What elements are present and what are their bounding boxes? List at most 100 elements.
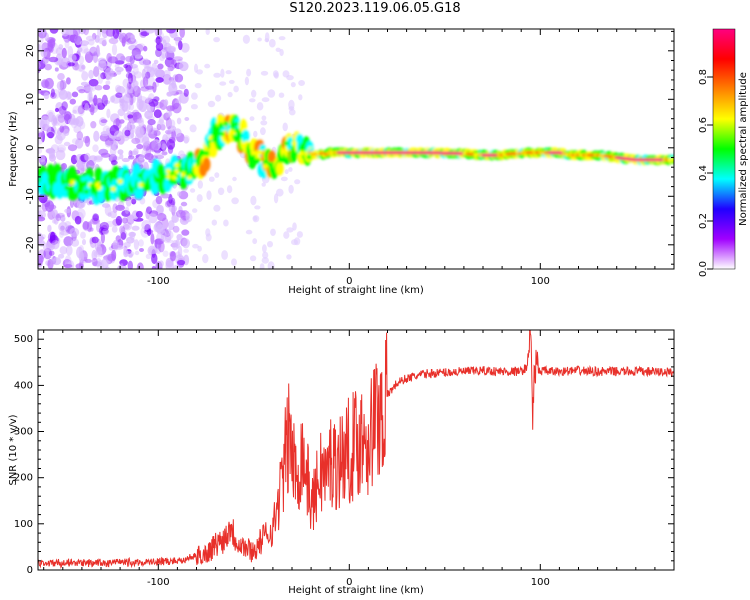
noise-blob: [118, 119, 125, 124]
ridge-halo: [241, 129, 250, 144]
noise-blob: [93, 66, 100, 78]
noise-blob: [88, 69, 94, 79]
noise-blob: [272, 70, 279, 78]
colorbar-gradient: [712, 28, 736, 270]
noise-blob: [84, 103, 90, 111]
ridge-core: [136, 178, 142, 184]
noise-blob: [174, 73, 184, 83]
noise-blob: [107, 253, 116, 262]
noise-blob: [64, 208, 71, 214]
noise-blob: [191, 92, 198, 100]
ridge-halo: [239, 118, 248, 133]
noise-blob: [145, 29, 156, 34]
noise-blob: [270, 228, 276, 236]
noise-blob: [214, 172, 220, 178]
noise-blob: [132, 66, 139, 75]
noise-blob: [42, 242, 51, 252]
ridge-core: [283, 140, 289, 146]
noise-blob: [92, 51, 98, 63]
noise-blob: [80, 231, 86, 239]
noise-blob: [296, 231, 303, 238]
noise-blob: [100, 232, 105, 244]
noise-blob: [115, 215, 123, 226]
noise-blob: [257, 37, 262, 42]
noise-blob: [166, 47, 176, 54]
noise-blob: [181, 229, 190, 236]
noise-blob: [278, 92, 285, 98]
noise-blob: [159, 139, 167, 152]
noise-blob: [73, 125, 82, 134]
noise-blob: [182, 238, 190, 249]
noise-blob: [261, 97, 270, 103]
noise-blob: [151, 265, 156, 269]
noise-blob: [292, 222, 297, 231]
noise-blob: [102, 203, 111, 208]
noise-blob: [233, 85, 239, 93]
noise-blob: [155, 195, 163, 205]
noise-blob: [196, 194, 203, 203]
colorbar-tick-label: 0.6: [698, 117, 709, 133]
noise-blob: [168, 111, 173, 117]
colorbar-label: Normalized spectral amplitude: [738, 72, 749, 226]
noise-blob: [78, 89, 86, 94]
noise-blob: [163, 99, 169, 106]
noise-blob: [291, 239, 298, 246]
noise-blob: [220, 68, 225, 78]
noise-blob: [232, 176, 237, 182]
noise-blob: [64, 39, 70, 49]
noise-blob: [109, 210, 117, 219]
noise-blob: [155, 77, 164, 83]
noise-blob: [176, 234, 183, 241]
ridge-core: [185, 171, 191, 177]
ridge-core: [65, 177, 71, 183]
noise-blob: [262, 244, 267, 253]
noise-blob: [286, 254, 292, 260]
noise-blob: [126, 236, 135, 244]
noise-blob: [148, 98, 159, 107]
snr-y-ticks: 0 100 200 300 400 500: [14, 329, 674, 576]
noise-blob: [96, 97, 103, 106]
noise-blob: [38, 61, 41, 70]
noise-blob: [155, 68, 162, 79]
noise-blob: [100, 258, 109, 269]
y-tick-label: 10: [25, 93, 36, 106]
noise-blob: [84, 258, 92, 263]
ridge-core: [263, 163, 268, 169]
noise-blob: [84, 86, 94, 92]
noise-blob: [115, 204, 125, 211]
noise-blob: [157, 119, 165, 130]
noise-blob: [125, 198, 132, 207]
noise-blob: [244, 76, 249, 86]
noise-blob: [213, 37, 221, 43]
ridge-core: [670, 158, 674, 162]
noise-blob: [286, 227, 294, 233]
noise-blob: [88, 155, 98, 162]
noise-blob: [213, 72, 221, 78]
noise-blob: [105, 137, 114, 146]
noise-blob: [48, 56, 59, 63]
noise-blob: [106, 253, 112, 263]
noise-blob: [82, 136, 90, 144]
noise-blob: [145, 85, 155, 90]
noise-blob: [67, 62, 75, 67]
noise-blob: [44, 63, 52, 71]
noise-blob: [128, 150, 133, 158]
noise-blob: [132, 109, 140, 118]
noise-blob: [86, 197, 92, 206]
noise-blob: [278, 36, 286, 41]
spectrogram-x-axis-title: Height of straight line (km): [288, 285, 424, 296]
y-tick-label: 500: [14, 334, 33, 345]
noise-blob: [81, 64, 86, 70]
noise-blob: [149, 67, 158, 78]
noise-blob: [141, 220, 152, 231]
noise-blob: [55, 214, 62, 221]
noise-blob: [51, 240, 60, 250]
noise-blob: [144, 153, 154, 160]
ridge-halo: [275, 161, 284, 176]
noise-blob: [156, 123, 162, 131]
ridge-core: [210, 131, 216, 137]
noise-blob: [119, 153, 124, 160]
noise-blob: [106, 127, 111, 133]
noise-blob: [88, 78, 99, 87]
noise-blob: [276, 188, 284, 197]
